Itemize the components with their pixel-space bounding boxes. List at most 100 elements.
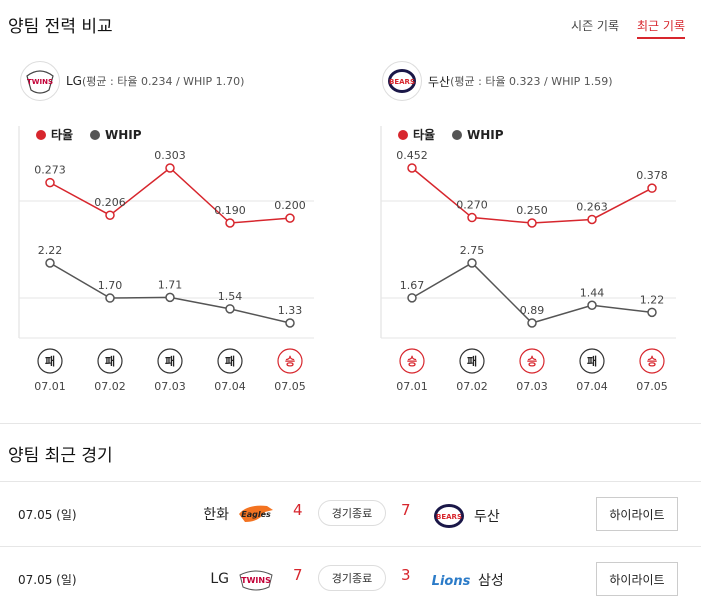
chart-svg-doosan: 타율 WHIP 0.452 0.270 0.250 0.263 0.378 1.67 2.75 0… [380,126,676,393]
avg-data-label: 0.200 [274,199,306,212]
whip-data-point [225,304,235,314]
avg-data-label: 0.263 [576,200,608,213]
tab-season-record[interactable]: 시즌 기록 [571,19,620,33]
whip-data-point [165,292,175,303]
doosan-logo-text: BEARS [389,78,415,86]
avg-data-point [587,214,597,225]
away-team: Lions 삼성 [432,567,504,593]
chart-svg-lg: 타율 WHIP 0.273 0.206 0.303 0.190 0.200 2.22 1.70 1… [18,126,314,393]
hanwha-logo-text: Eagles [241,510,271,519]
whip-data-label: 1.33 [278,304,303,317]
page-title: 양팀 전력 비교 [8,17,113,37]
avg-data-point [45,177,55,188]
legend-avg-marker [398,130,408,140]
away-score: 3 [401,566,411,584]
avg-data-point [225,218,235,228]
home-score: 4 [293,501,303,519]
whip-data-point [527,318,537,328]
home-team: LG TWINS [210,567,275,591]
x-tick-label: 07.01 [396,380,428,393]
game-date: 07.05 (일) [18,508,77,522]
lg-logo-text: TWINS [27,78,53,86]
whip-data-label: 1.22 [640,293,665,306]
whip-data-point [105,293,115,303]
avg-data-label: 0.250 [516,204,548,217]
result-loss-badge [37,348,63,374]
result-win-badge [277,348,303,374]
x-tick-label: 07.02 [94,380,126,393]
recent-games-title: 양팀 최근 경기 [8,446,113,466]
whip-data-point [407,293,417,303]
result-label: 승 [285,355,295,368]
home-team: 한화 Eagles [203,502,275,526]
list-divider [0,546,701,547]
avg-data-label: 0.206 [94,196,126,209]
x-tick-label: 07.04 [576,380,608,393]
result-win-badge [399,348,425,374]
x-tick-label: 07.03 [154,380,186,393]
team-header-doosan: BEARS 두산 (평균 : 타율 0.323 / WHIP 1.59) [382,61,613,101]
result-loss-badge [97,348,123,374]
x-tick-label: 07.05 [636,380,668,393]
legend-whip-marker [452,130,462,140]
whip-data-label: 1.70 [98,279,123,292]
away-team-name: 삼성 [478,573,504,589]
away-team-name: 두산 [474,509,500,525]
x-tick-label: 07.01 [34,380,66,393]
result-label: 승 [407,355,417,368]
game-row: 07.05 (일) 한화 Eagles 4 경기종료 7 BEARS 두산 하이… [0,482,701,546]
whip-data-label: 1.71 [158,278,183,291]
avg-data-point [467,212,477,223]
avg-data-point [647,183,657,193]
game-status-badge: 경기종료 [318,565,386,591]
whip-data-label: 2.75 [460,244,485,257]
whip-data-label: 2.22 [38,244,63,257]
x-tick-label: 07.05 [274,380,306,393]
whip-data-point [587,300,597,311]
team-name: 두산 [428,74,451,89]
avg-data-point [407,163,417,173]
lg-twins-logo: TWINS [239,570,273,591]
whip-data-label: 0.89 [520,304,545,317]
legend-whip-marker [90,130,100,140]
avg-data-label: 0.452 [396,149,428,162]
team-header-lg: TWINS LG (평균 : 타율 0.234 / WHIP 1.70) [20,61,244,101]
legend-avg-label: 타율 [51,127,73,142]
whip-data-point [45,258,55,268]
legend-avg-marker [36,130,46,140]
highlight-button[interactable]: 하이라이트 [596,562,678,596]
away-team: BEARS 두산 [432,502,500,530]
result-win-badge [639,348,665,374]
result-loss-badge [217,348,243,374]
avg-series-line [49,167,291,224]
record-tabs: 시즌 기록 최근 기록 [571,17,685,39]
result-label: 패 [225,354,235,368]
doosan-logo-text: BEARS [436,513,462,521]
game-date: 07.05 (일) [18,573,77,587]
team-average-stats: (평균 : 타율 0.234 / WHIP 1.70) [81,75,245,88]
whip-data-point [285,318,295,328]
legend-whip-label: WHIP [105,128,142,142]
hanwha-eagles-logo: Eagles [239,505,273,522]
whip-data-point [467,258,477,268]
team-average-stats: (평균 : 타율 0.323 / WHIP 1.59) [450,75,613,88]
list-divider [0,481,701,482]
samsung-logo-text: Lions [432,574,470,589]
lg-twins-logo: TWINS [20,61,60,101]
tab-recent-record[interactable]: 최근 기록 [637,17,685,39]
section-divider [0,423,701,424]
avg-data-point [165,163,175,173]
doosan-bears-logo: BEARS [434,504,464,528]
game-row: 07.05 (일) LG TWINS 7 경기종료 3 Lions 삼성 하이라… [0,547,701,609]
whip-data-label: 1.44 [580,286,605,299]
result-label: 승 [647,355,657,368]
whip-data-label: 1.67 [400,279,425,292]
avg-data-label: 0.378 [636,169,668,182]
avg-data-label: 0.303 [154,149,186,162]
whip-data-point [647,307,657,318]
samsung-lions-logo: Lions [432,574,470,589]
highlight-button[interactable]: 하이라이트 [596,497,678,531]
result-label: 패 [467,354,477,368]
avg-data-label: 0.273 [34,164,66,177]
whip-data-label: 1.54 [218,290,243,303]
